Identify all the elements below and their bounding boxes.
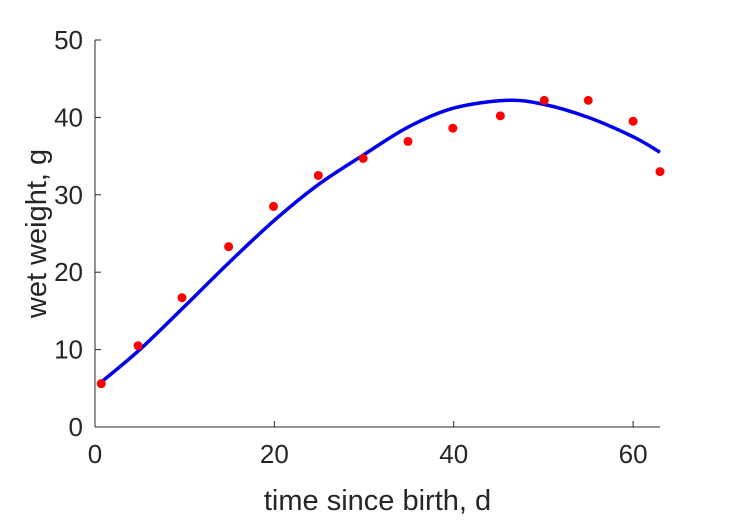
- x-tick-label: 20: [260, 439, 289, 469]
- data-point: [313, 170, 323, 180]
- y-tick-label: 50: [54, 25, 83, 55]
- data-point: [268, 201, 278, 211]
- x-tick-label: 60: [619, 439, 648, 469]
- y-tick-label: 30: [54, 180, 83, 210]
- x-tick-label: 40: [439, 439, 468, 469]
- data-point: [133, 341, 143, 351]
- y-tick-label: 0: [69, 412, 83, 442]
- fit-curve: [100, 98, 661, 384]
- data-point: [403, 136, 413, 146]
- x-tick-label: 0: [88, 439, 102, 469]
- data-point: [358, 153, 368, 163]
- axes: 0 20 40 60 0 10 20 30 40 50: [54, 25, 660, 469]
- y-axis-label: wet weight, g: [21, 149, 53, 319]
- y-tick-label: 40: [54, 102, 83, 132]
- y-tick-label: 20: [54, 257, 83, 287]
- data-point: [628, 116, 638, 126]
- data-point: [448, 123, 458, 133]
- data-point: [224, 242, 234, 252]
- y-tick-label: 10: [54, 335, 83, 365]
- data-point: [539, 95, 549, 105]
- fit-curve-layer: [100, 98, 661, 384]
- x-axis-label: time since birth, d: [264, 485, 491, 517]
- data-point: [655, 167, 665, 177]
- data-points-layer: [96, 95, 665, 389]
- data-point: [96, 379, 106, 389]
- data-point: [177, 293, 187, 303]
- data-point: [495, 111, 505, 121]
- data-point: [583, 95, 593, 105]
